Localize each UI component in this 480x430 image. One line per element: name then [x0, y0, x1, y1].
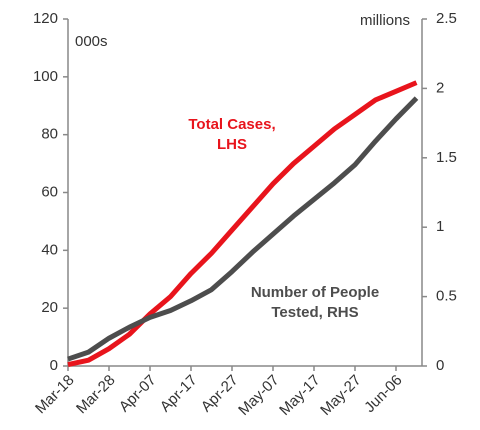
- x-tick-label: May-17: [276, 372, 323, 419]
- annotation: LHS: [217, 136, 247, 153]
- y2-tick-label: 2: [436, 79, 444, 96]
- y2-tick-label: 1.5: [436, 149, 457, 166]
- y-tick-label: 100: [33, 68, 58, 85]
- x-tick-label: Apr-17: [157, 372, 201, 416]
- line-series: [67, 96, 419, 362]
- y2-tick-label: 0.5: [436, 288, 457, 305]
- y-tick-label: 0: [50, 357, 58, 374]
- x-tick-label: Apr-07: [116, 372, 160, 416]
- line-series: [67, 80, 418, 367]
- y-tick-label: 40: [41, 241, 58, 258]
- y-tick-label: 120: [33, 10, 58, 27]
- y2-tick-label: 2.5: [436, 10, 457, 27]
- y-tick-label: 20: [41, 299, 58, 316]
- x-tick-label: Jun-06: [361, 372, 405, 416]
- y2-tick-label: 1: [436, 218, 444, 235]
- x-tick-label: May-07: [235, 372, 282, 419]
- y-tick-label: 60: [41, 183, 58, 200]
- annotation: Number of People: [251, 284, 379, 301]
- annotation: Total Cases,: [188, 116, 275, 133]
- x-tick-label: Mar-18: [32, 372, 78, 418]
- y-axis-label: 000s: [75, 33, 108, 50]
- y-tick-label: 80: [41, 126, 58, 143]
- x-tick-label: Apr-27: [198, 372, 242, 416]
- x-tick-label: May-27: [317, 372, 364, 419]
- y2-axis-label: millions: [360, 12, 410, 29]
- y2-tick-label: 0: [436, 357, 444, 374]
- annotation: Tested, RHS: [271, 304, 358, 321]
- x-tick-label: Mar-28: [73, 372, 119, 418]
